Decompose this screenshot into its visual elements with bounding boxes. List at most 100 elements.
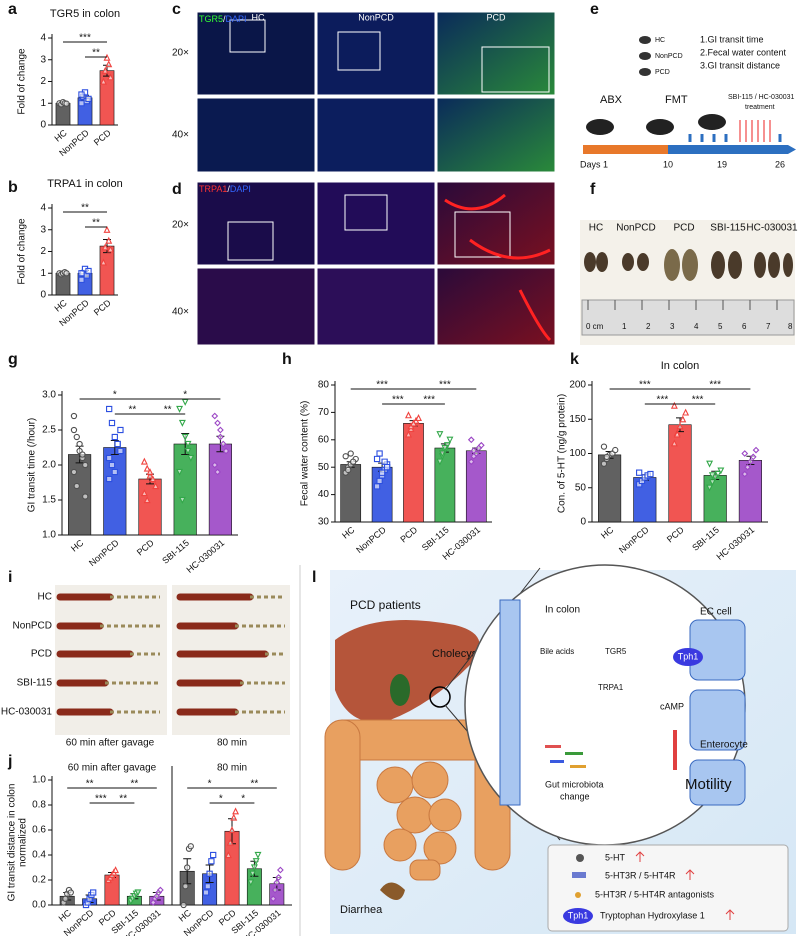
stain: DAPI (230, 184, 251, 194)
column-label: 80 min (217, 738, 247, 749)
y-tick-label: 4 (40, 203, 46, 214)
feces (584, 249, 793, 281)
x-tick-label: NonPCD (87, 537, 121, 568)
micrograph (316, 267, 436, 346)
stain: / (227, 184, 230, 194)
significance-label: *** (392, 395, 404, 406)
data-point (85, 95, 92, 103)
data-point (149, 475, 157, 483)
significance-label: * (208, 779, 212, 790)
y-tick-label: 4 (40, 33, 46, 44)
stain: TRPA1 (199, 184, 227, 194)
micrograph (316, 181, 436, 266)
test-label: 2.Fecal water content (700, 47, 787, 57)
data-point (181, 433, 189, 441)
data-point (676, 422, 684, 430)
data-point (436, 458, 444, 466)
significance-label: ** (92, 48, 100, 59)
data-point (345, 466, 352, 474)
group-label: PCD (655, 69, 670, 76)
significance-label: *** (376, 380, 388, 391)
data-point (103, 225, 111, 233)
significance-label: * (113, 390, 117, 401)
data-point (85, 267, 92, 275)
gavage-arrows (688, 134, 782, 142)
data-point (410, 419, 417, 427)
panel-label: k (570, 351, 579, 368)
bar (173, 443, 197, 536)
data-point (219, 440, 227, 448)
data-point (254, 851, 262, 859)
data-point (146, 471, 154, 479)
data-point (373, 483, 381, 490)
row-label: 40× (172, 130, 189, 141)
column-label: PCD (486, 12, 506, 22)
ruler-ticks (587, 300, 778, 310)
mouse-icon (646, 119, 674, 135)
motility-label: Motility (685, 776, 732, 793)
data-point (708, 472, 716, 480)
x-tick-label: PCD (92, 127, 113, 147)
step-label: FMT (665, 94, 688, 106)
x-tick-label: PCD (135, 537, 156, 557)
y-tick-label: 3 (40, 54, 46, 65)
panel-f: f HC NonPCD PCD SBI-115 HC-030031 0 cm 1… (580, 181, 798, 345)
liver (335, 620, 480, 722)
significance-label: ** (164, 405, 172, 416)
data-point (76, 440, 83, 448)
data-point (178, 419, 186, 427)
chart-title: TGR5 in colon (50, 8, 120, 20)
data-point (441, 444, 449, 452)
ruler-label: 6 (742, 322, 747, 331)
data-point (226, 838, 234, 846)
data-point (470, 447, 478, 455)
bar (99, 245, 115, 296)
ruler (581, 299, 795, 336)
data-point (114, 440, 121, 448)
inset (454, 211, 511, 258)
significance-label: *** (423, 395, 435, 406)
data-point (211, 461, 219, 469)
y-tick-label: 1.0 (32, 775, 46, 786)
microbiota (545, 745, 586, 768)
micrograph (196, 267, 316, 346)
data-point (184, 440, 192, 448)
significance-label: ** (81, 203, 89, 214)
data-point (373, 455, 381, 463)
data-point (70, 426, 78, 434)
data-point (73, 433, 80, 441)
mouse-icon (639, 68, 651, 76)
row-label: NonPCD (13, 621, 52, 632)
data-point (184, 447, 192, 455)
panel-c: c 20× 40× TGR5/DAPI HC NonPCD PCD (172, 1, 556, 173)
tph1-label: Tph1 (678, 651, 699, 661)
timeline (668, 145, 796, 154)
significance-label: ** (251, 779, 259, 790)
data-point (157, 886, 164, 894)
x-tick-label: NonPCD (354, 524, 388, 555)
data-point (107, 73, 115, 81)
data-point (747, 458, 754, 466)
panel-label: a (8, 1, 17, 18)
data-point (99, 77, 107, 85)
inset (344, 194, 388, 231)
y-axis-label: Fold of change (17, 218, 28, 285)
group-label: SBI-115 (710, 223, 746, 234)
row-label: SBI-115 (17, 678, 53, 689)
y-tick-label: 30 (318, 517, 330, 528)
data-point (706, 460, 714, 468)
data-point (717, 467, 725, 475)
data-point (106, 475, 113, 483)
treatment-arrows (739, 120, 771, 142)
y-tick-label: 2 (40, 76, 46, 87)
data-point (112, 866, 120, 874)
data-point (467, 458, 475, 466)
legend-label: 5-HT (605, 852, 626, 862)
data-point (117, 447, 124, 455)
data-point (101, 243, 109, 251)
y-tick-label: 2 (40, 246, 46, 257)
significance-label: * (241, 794, 245, 805)
data-point (105, 60, 113, 68)
data-point (252, 858, 260, 866)
x-tick-label: HC (69, 537, 86, 553)
